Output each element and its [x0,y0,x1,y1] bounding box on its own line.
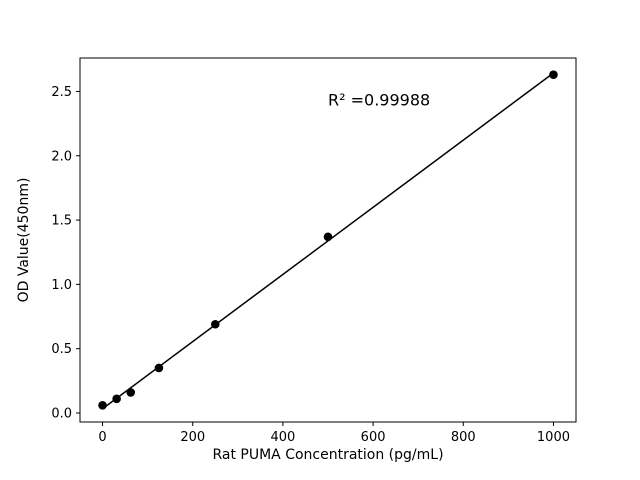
y-tick-label: 1.0 [51,278,72,293]
y-tick-label: 2.0 [51,149,72,164]
plot-border [79,57,577,423]
x-tick-label: 0 [98,430,106,445]
x-tick-label: 800 [451,430,476,445]
data-point [126,388,136,397]
y-tick-label: 0.0 [51,406,72,421]
data-point [98,400,107,410]
data-point [210,319,220,329]
data-point [112,394,121,404]
y-axis-label: OD Value(450nm) [16,178,32,303]
x-tick-label: 600 [361,430,386,445]
data-point [549,70,558,80]
x-tick-label: 400 [270,430,295,445]
data-series [98,70,558,410]
x-tick-label: 1000 [537,430,570,445]
data-point [323,232,333,242]
x-axis-label: Rat PUMA Concentration (pg/mL) [212,447,443,463]
data-point [154,363,164,373]
y-tick-label: 1.5 [51,214,72,229]
y-axis-ticks: 0.0 0.5 1.0 1.5 2.0 2.5 [51,85,80,421]
x-tick-label: 200 [180,430,205,445]
x-axis-ticks: 0 200 400 600 800 1000 [98,422,570,445]
y-tick-label: 0.5 [51,342,72,357]
r-squared-annotation: R² =0.99988 [328,91,430,110]
y-tick-label: 2.5 [51,85,72,100]
